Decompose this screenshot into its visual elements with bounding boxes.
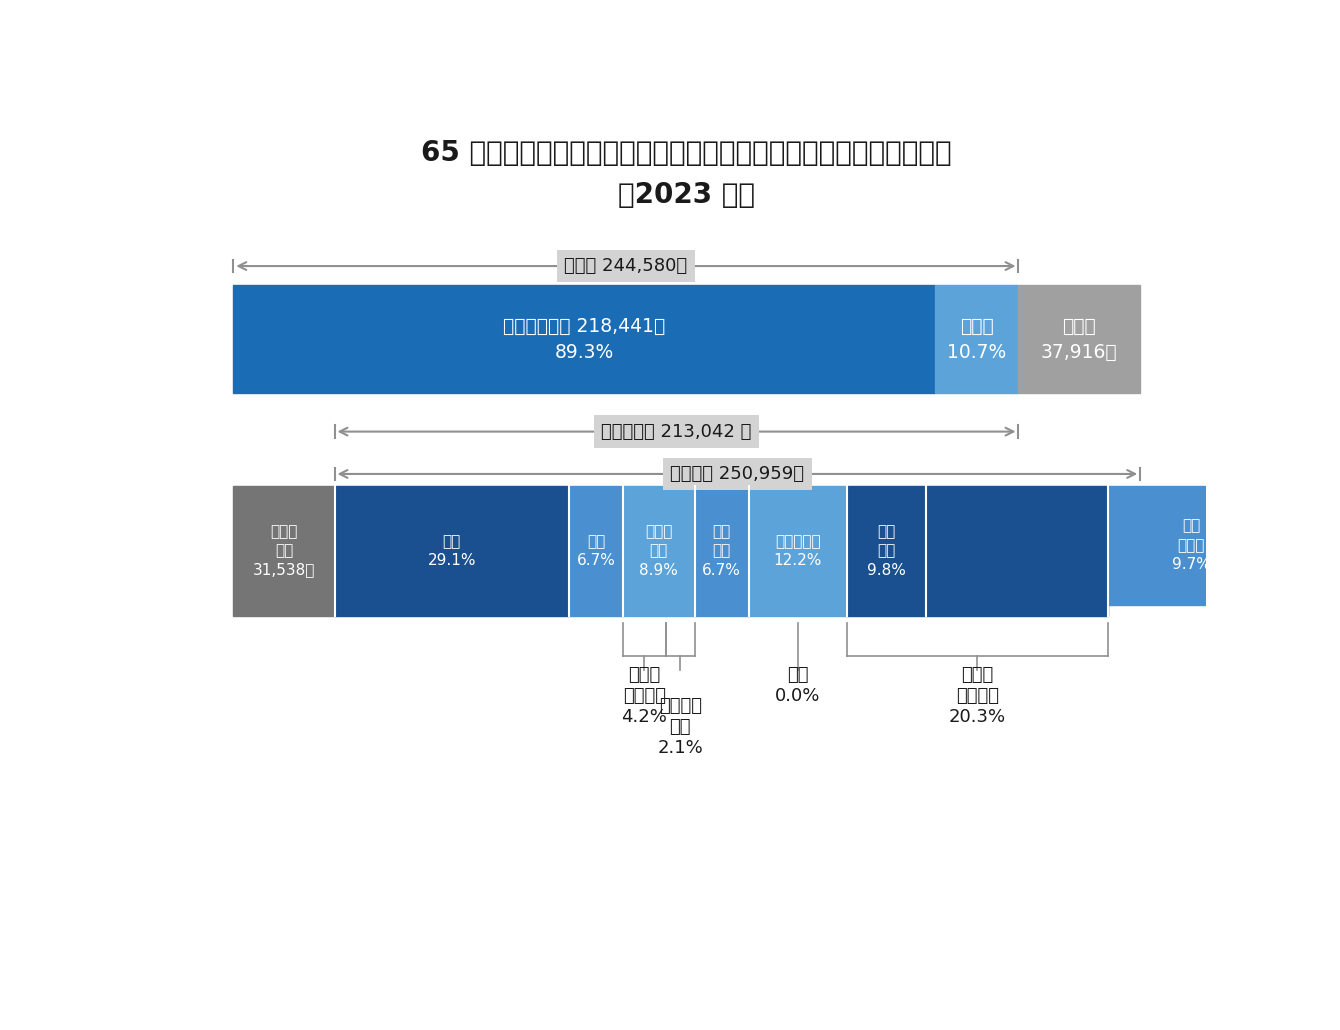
Text: 非消費
支出
31,538円: 非消費 支出 31,538円 (253, 524, 315, 578)
Text: 教育
0.0%: 教育 0.0% (775, 666, 820, 706)
Bar (335, 485, 570, 616)
Text: 可処分所得 213,042 円: 可処分所得 213,042 円 (602, 422, 752, 441)
Text: 実収入 244,580円: 実収入 244,580円 (564, 258, 687, 275)
Text: 被服及び
履物
2.1%: 被服及び 履物 2.1% (658, 697, 704, 757)
Bar (926, 485, 1108, 616)
Bar (233, 485, 335, 616)
Bar (694, 485, 749, 616)
Text: その他
10.7%: その他 10.7% (947, 316, 1006, 362)
Bar (847, 485, 926, 616)
Text: 社会保障給付 218,441円
89.3%: 社会保障給付 218,441円 89.3% (502, 316, 665, 362)
Text: 教養
娯楽
9.8%: 教養 娯楽 9.8% (867, 524, 906, 578)
Text: うち
交際費
9.7%: うち 交際費 9.7% (1172, 518, 1211, 572)
Text: その他
消費支出
20.3%: その他 消費支出 20.3% (949, 666, 1006, 726)
Text: 不足分
37,916円: 不足分 37,916円 (1041, 316, 1118, 362)
Text: 65 歳以上の夫婦のみの無職世帯（夫婦高齢者無職世帯）の家計収支: 65 歳以上の夫婦のみの無職世帯（夫婦高齢者無職世帯）の家計収支 (422, 139, 951, 167)
Text: 保健
医療
6.7%: 保健 医療 6.7% (702, 524, 741, 578)
Text: 消費支出 250,959円: 消費支出 250,959円 (670, 465, 804, 483)
Bar (934, 285, 1018, 393)
Text: 家具・
家事用品
4.2%: 家具・ 家事用品 4.2% (622, 666, 667, 726)
Text: 光熱・
水道
8.9%: 光熱・ 水道 8.9% (639, 524, 678, 578)
Text: 住居
6.7%: 住居 6.7% (576, 534, 615, 569)
Bar (233, 285, 934, 393)
Text: 食料
29.1%: 食料 29.1% (427, 534, 476, 569)
Bar (570, 485, 623, 616)
Text: 交通・通信
12.2%: 交通・通信 12.2% (773, 534, 821, 569)
Bar (623, 485, 694, 616)
Bar (1108, 485, 1274, 605)
Bar (1018, 285, 1140, 393)
Bar (749, 485, 847, 616)
Text: －2023 年－: －2023 年－ (618, 181, 756, 209)
